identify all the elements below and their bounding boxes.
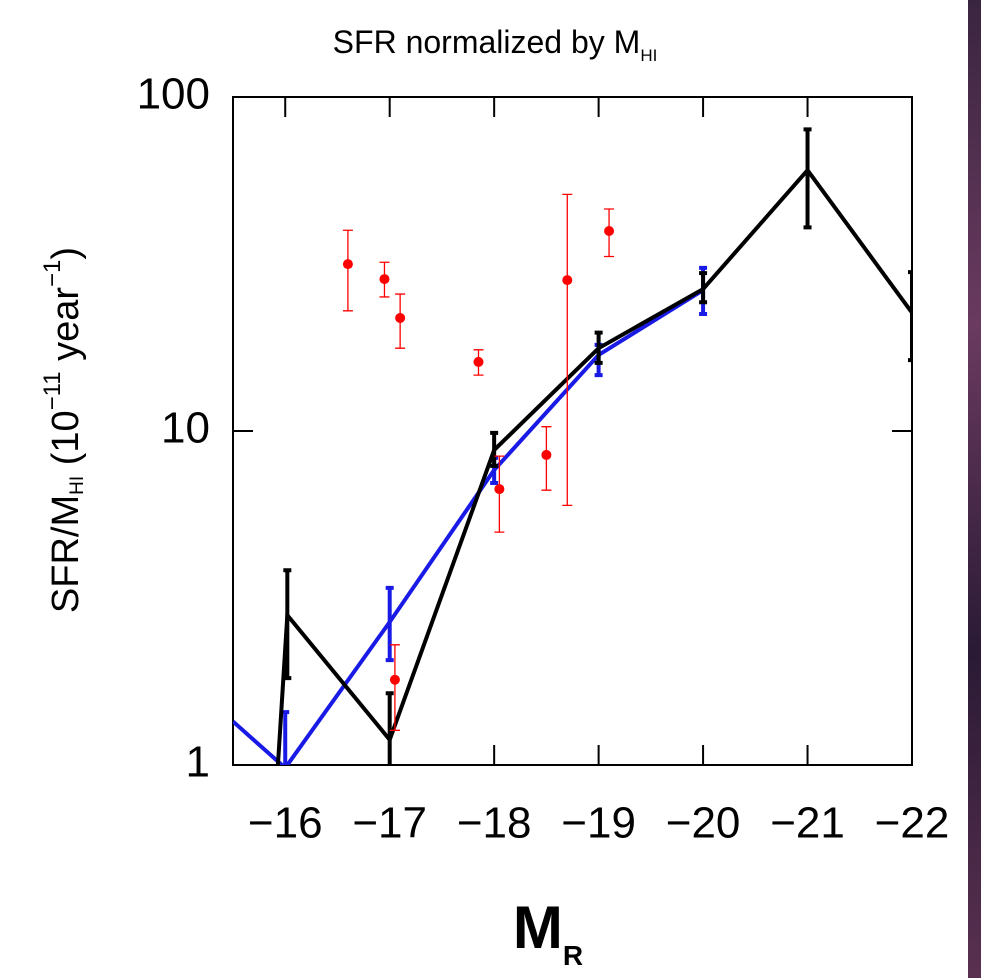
error-bar (699, 271, 708, 305)
x-tick-label: −20 (666, 799, 741, 848)
ylabel-part: −1 (39, 260, 66, 287)
y-tick-label: 10 (161, 404, 210, 453)
error-bar (283, 568, 292, 681)
error-bar (389, 644, 400, 731)
x-tick-label: −17 (352, 799, 427, 848)
plot-area (233, 127, 912, 765)
ylabel-part: −11 (39, 371, 66, 410)
data-point (541, 449, 552, 460)
error-bar (342, 229, 353, 312)
data-point (562, 275, 573, 286)
ylabel-part: HI (67, 476, 88, 495)
y-tick-label: 100 (137, 70, 210, 119)
error-bar (490, 430, 499, 468)
data-point (379, 274, 390, 285)
x-tick-label: −18 (457, 799, 532, 848)
xlabel-text: M (513, 894, 563, 961)
data-point (342, 259, 353, 270)
y-tick-label: 1 (186, 738, 210, 787)
x-tick-label: −22 (875, 799, 950, 848)
error-bar (385, 585, 394, 663)
series-line (275, 166, 912, 765)
data-point (473, 356, 484, 367)
ylabel-part: (10 (45, 410, 87, 475)
x-axis-label: MR (513, 894, 583, 972)
xlabel-sub: R (563, 940, 583, 971)
data-point (395, 312, 406, 323)
ylabel-part: year (45, 287, 87, 372)
error-bar (594, 330, 603, 365)
plot-frame (232, 96, 913, 766)
x-tick-label: −21 (770, 799, 845, 848)
error-bar (908, 270, 912, 363)
error-bar (385, 691, 394, 765)
data-point (389, 674, 400, 685)
chart-title: SFR normalized by MHI (333, 24, 658, 65)
error-bar (803, 127, 812, 230)
ylabel-part: SFR/M (45, 495, 87, 613)
background-strip (968, 0, 981, 978)
data-point (494, 484, 505, 495)
ylabel-part: ) (45, 247, 87, 260)
title-sub: HI (640, 46, 657, 65)
x-tick-label: −16 (248, 799, 323, 848)
x-tick-label: −19 (561, 799, 636, 848)
error-bar (494, 455, 505, 533)
data-point (604, 226, 615, 237)
y-axis-label: SFR/MHI (10−11 year−1) (39, 247, 88, 613)
error-bar (562, 193, 573, 506)
title-text: SFR normalized by M (333, 24, 641, 60)
series-line (233, 288, 705, 765)
